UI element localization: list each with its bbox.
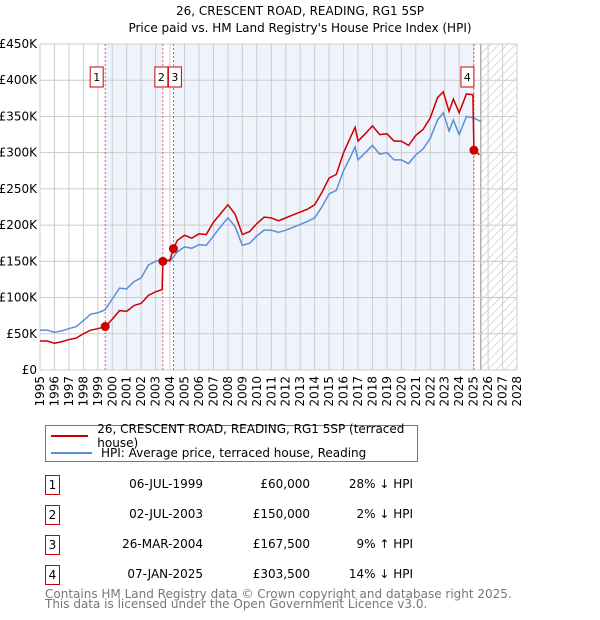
price-chart: 1 2 3 4 1995 1996 1997 1998 1999 2000 2001 2002 2003…: [0, 37, 524, 407]
shaded-period: [105, 44, 163, 370]
legend-item-property: 26, CRESCENT ROAD, READING, RG1 5SP (ter…: [51, 422, 417, 450]
y-tick-label: £200K: [0, 218, 38, 232]
sale-date: 02-JUL-2003: [129, 507, 203, 521]
sale-date: 06-JUL-1999: [129, 477, 203, 491]
x-tick-label: 2018: [365, 376, 379, 407]
y-tick-label: £350K: [0, 109, 38, 123]
sale-hpi-diff: 2% ↓ HPI: [356, 507, 413, 521]
sale-number-box: [460, 66, 475, 88]
x-tick-label: 2027: [496, 376, 510, 407]
sale-number: 2: [45, 505, 60, 525]
x-tick-label: 2007: [206, 376, 220, 407]
x-tick-label: 1995: [33, 376, 47, 407]
x-tick-label: 2012: [279, 376, 293, 407]
sale-point: [469, 145, 479, 155]
x-tick-label: 2010: [250, 376, 264, 407]
sale-price: £150,000: [252, 507, 310, 521]
sale-price: £60,000: [260, 477, 310, 491]
sale-number: 2: [158, 71, 165, 84]
sale-date: 26-MAR-2004: [122, 537, 203, 551]
sale-row: 4 07-JAN-2025 £303,500 14% ↓ HPI: [45, 565, 465, 585]
x-tick-label: 2023: [438, 376, 452, 407]
sale-hpi-diff: 14% ↓ HPI: [348, 567, 413, 581]
y-tick-label: £0: [22, 363, 37, 377]
sale-row: 1 06-JUL-1999 £60,000 28% ↓ HPI: [45, 475, 465, 495]
legend-label: HPI: Average price, terraced house, Read…: [101, 446, 367, 460]
y-tick-label: £150K: [0, 254, 38, 268]
sale-point: [158, 256, 168, 266]
sale-point: [168, 244, 178, 254]
x-tick-label: 2020: [394, 376, 408, 407]
footer: Contains HM Land Registry data © Crown c…: [45, 587, 512, 611]
sale-price: £167,500: [252, 537, 310, 551]
legend: 26, CRESCENT ROAD, READING, RG1 5SP (ter…: [45, 422, 418, 462]
red-line-swatch: [51, 435, 89, 437]
sale-price: £303,500: [252, 567, 310, 581]
x-tick-label: 1997: [62, 376, 76, 407]
x-tick-label: 2001: [120, 376, 134, 407]
y-tick-label: £100K: [0, 291, 38, 305]
x-tick-label: 2005: [178, 376, 192, 407]
x-tick-label: 2000: [105, 376, 119, 407]
sale-number: 1: [45, 475, 60, 495]
x-tick-label: 2003: [149, 376, 163, 407]
sale-hpi-diff: 9% ↑ HPI: [356, 537, 413, 551]
sale-hpi-diff: 28% ↓ HPI: [348, 477, 413, 491]
sale-row: 2 02-JUL-2003 £150,000 2% ↓ HPI: [45, 505, 465, 525]
shaded-period: [173, 44, 474, 370]
footer-line: Contains HM Land Registry data © Crown c…: [45, 587, 512, 601]
sale-number: 4: [45, 565, 60, 585]
sale-point: [100, 322, 110, 332]
sale-number-box: [167, 66, 182, 88]
x-tick-label: 2025: [467, 376, 481, 407]
x-tick-label: 2006: [192, 376, 206, 407]
x-tick-label: 2017: [351, 376, 365, 407]
x-tick-label: 1999: [91, 376, 105, 407]
x-tick-label: 2024: [452, 376, 466, 407]
y-tick-label: £450K: [0, 37, 38, 51]
sale-number-box: [89, 66, 104, 88]
y-tick-label: £300K: [0, 146, 38, 160]
legend-item-hpi: HPI: Average price, terraced house, Read…: [51, 445, 366, 461]
hpi-line: [40, 111, 482, 334]
legend-label: 26, CRESCENT ROAD, READING, RG1 5SP (ter…: [97, 422, 405, 450]
x-tick-label: 2015: [322, 376, 336, 407]
sale-number: 3: [45, 535, 60, 555]
footer-line: This data is licensed under the Open Gov…: [45, 597, 428, 611]
x-tick-label: 2021: [409, 376, 423, 407]
x-tick-label: 2014: [308, 376, 322, 407]
x-tick-label: 1998: [76, 376, 90, 407]
sale-row: 3 26-MAR-2004 £167,500 9% ↑ HPI: [45, 535, 465, 555]
x-tick-label: 1996: [47, 376, 61, 407]
sale-number-box: [154, 66, 169, 88]
x-tick-label: 2009: [235, 376, 249, 407]
blue-line-swatch: [51, 452, 92, 454]
x-tick-label: 2011: [264, 376, 278, 407]
y-tick-label: £400K: [0, 73, 38, 87]
x-tick-label: 2013: [293, 376, 307, 407]
sale-number: 4: [464, 71, 471, 84]
x-tick-label: 2022: [423, 376, 437, 407]
chart-subtitle: Price paid vs. HM Land Registry's House …: [128, 21, 472, 35]
y-tick-label: £50K: [6, 327, 38, 341]
x-tick-label: 2026: [481, 376, 495, 407]
chart-title: 26, CRESCENT ROAD, READING, RG1 5SP: [176, 4, 424, 18]
x-tick-label: 2016: [337, 376, 351, 407]
property-price-line: [40, 90, 480, 344]
forecast-hatch: [480, 44, 517, 370]
y-tick-label: £250K: [0, 182, 38, 196]
x-tick-label: 2019: [380, 376, 394, 407]
x-tick-label: 2028: [510, 376, 524, 407]
x-tick-label: 2008: [221, 376, 235, 407]
x-tick-label: 2002: [134, 376, 148, 407]
sale-number: 1: [93, 71, 100, 84]
x-tick-label: 2004: [163, 376, 177, 407]
plot-frame: [39, 43, 518, 371]
sale-number: 3: [171, 71, 178, 84]
sale-date: 07-JAN-2025: [127, 567, 203, 581]
